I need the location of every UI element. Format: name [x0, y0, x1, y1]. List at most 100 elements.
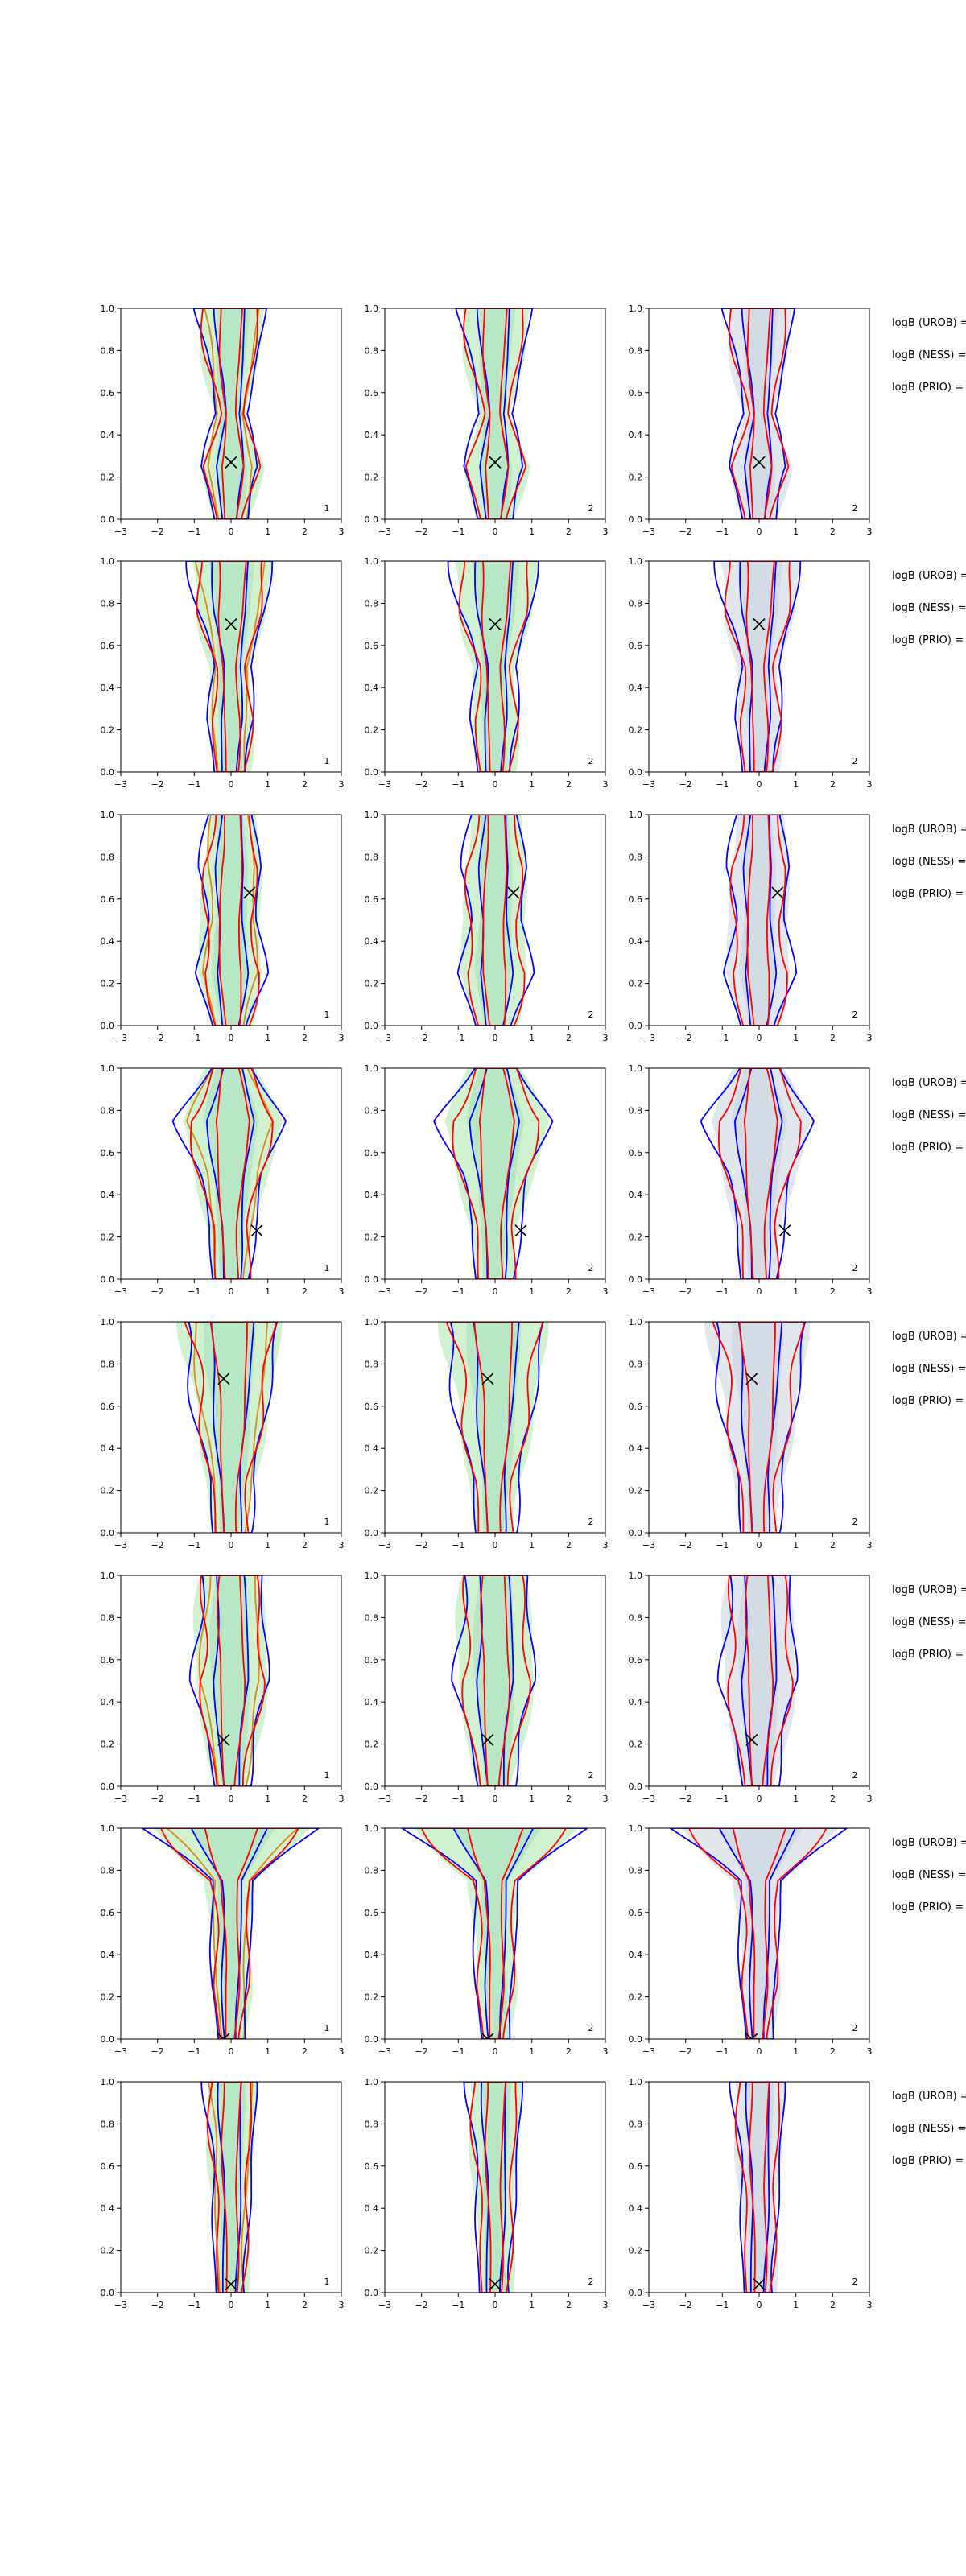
panel-r3-c3: −3 −2 −1 0 1 2 3 0.0 0.2 0.4 0.6 0.8 1.0 2: [629, 810, 873, 1043]
plot-area: [141, 1828, 320, 2039]
y-tick-label: 0.6: [365, 1402, 379, 1412]
plot-area: [194, 815, 270, 1026]
x-tick-label: 1: [265, 1033, 270, 1043]
panel-corner-label: 2: [852, 503, 858, 514]
x-tick-label: −3: [642, 779, 655, 790]
truth-marker: [753, 618, 766, 631]
y-tick-label: 0.2: [365, 1232, 379, 1243]
x-tick-label: 2: [566, 2046, 572, 2057]
panel-r1-c3: −3 −2 −1 0 1 2 3 0.0 0.2 0.4 0.6 0.8 1.0 2: [629, 303, 873, 537]
y-tick-label: 0.0: [629, 1781, 643, 1792]
y-tick-label: 0.6: [629, 1148, 643, 1158]
x-tick-label: −3: [378, 526, 391, 537]
y-tick-label: 1.0: [365, 1317, 379, 1327]
x-tick-label: 2: [302, 2300, 308, 2310]
panel-r1-c1: −3 −2 −1 0 1 2 3 0.0 0.2 0.4 0.6 0.8 1.0 1: [101, 303, 345, 537]
x-tick-label: 2: [566, 526, 572, 537]
y-tick-label: 0.0: [101, 1528, 115, 1538]
x-tick-label: 1: [529, 779, 535, 790]
side-label: logB (NESS) =: [892, 2123, 966, 2135]
contour-blue-outer: [194, 815, 270, 1026]
x-tick-label: −2: [679, 2046, 692, 2057]
x-tick-label: 0: [757, 1794, 762, 1804]
side-label: logB (UROB) =: [892, 1077, 966, 1089]
x-tick-label: −2: [151, 1794, 164, 1804]
x-tick-label: −1: [452, 779, 464, 790]
x-tick-label: −2: [151, 779, 164, 790]
y-tick-label: 0.4: [629, 430, 643, 440]
contour-red-outer: [458, 561, 529, 772]
y-tick-label: 0.2: [629, 473, 643, 483]
y-tick-label: 0.0: [629, 2288, 643, 2298]
panel-corner-label: 1: [324, 1263, 330, 1274]
x-tick-label: 0: [493, 1033, 498, 1043]
contour-red-outer: [734, 2082, 781, 2293]
x-tick-label: 2: [302, 1286, 308, 1297]
panel-corner-label: 2: [852, 1770, 858, 1781]
x-tick-label: −2: [415, 2046, 428, 2057]
contour-blue-inner: [476, 308, 510, 519]
y-tick-label: 1.0: [365, 303, 379, 314]
contour-red-inner: [749, 2082, 770, 2293]
x-tick-label: 0: [757, 779, 762, 790]
x-tick-label: −2: [415, 1286, 428, 1297]
contour-blue-outer: [171, 1068, 287, 1279]
y-tick-label: 0.2: [365, 725, 379, 736]
y-tick-label: 0.4: [629, 2203, 643, 2214]
x-tick-label: 0: [757, 1540, 762, 1550]
x-tick-label: −2: [415, 2300, 428, 2310]
y-tick-label: 0.0: [365, 1274, 379, 1285]
contour-red-outer: [728, 308, 790, 519]
y-tick-label: 0.6: [365, 894, 379, 905]
x-tick-label: −3: [114, 779, 127, 790]
y-tick-label: 1.0: [629, 1063, 643, 1074]
contour-red-inner: [217, 561, 247, 772]
y-tick-label: 0.6: [365, 1655, 379, 1666]
y-tick-label: 0.2: [101, 473, 115, 483]
y-tick-label: 0.0: [365, 514, 379, 525]
y-tick-label: 0.6: [365, 388, 379, 398]
side-label: logB (UROB) =: [892, 1584, 966, 1596]
panel-corner-label: 2: [852, 756, 858, 766]
truth-marker: [225, 618, 237, 631]
plot-area: [713, 561, 802, 772]
y-tick-label: 0.6: [629, 894, 643, 905]
y-tick-label: 0.2: [101, 1232, 115, 1243]
x-tick-label: 3: [867, 779, 873, 790]
y-tick-label: 0.8: [101, 1105, 115, 1116]
y-tick-label: 0.4: [629, 936, 643, 947]
x-tick-label: −3: [642, 2300, 655, 2310]
panel-corner-label: 2: [852, 2023, 858, 2033]
contour-red-inner: [218, 308, 245, 519]
panel-r4-c1: −3 −2 −1 0 1 2 3 0.0 0.2 0.4 0.6 0.8 1.0 1: [101, 1063, 345, 1297]
contour-red-inner: [480, 1575, 510, 1786]
contour-red-outer: [712, 1322, 806, 1533]
plot-area: [455, 308, 534, 519]
y-tick-label: 0.6: [365, 641, 379, 651]
contour-blue-outer: [200, 2082, 258, 2293]
y-tick-label: 0.8: [365, 345, 379, 356]
truth-marker: [507, 886, 520, 899]
x-tick-label: 1: [265, 1540, 270, 1550]
x-tick-label: −1: [188, 526, 200, 537]
panel-corner-label: 2: [852, 1009, 858, 1020]
x-tick-label: 1: [793, 779, 799, 790]
panel-r4-c2: −3 −2 −1 0 1 2 3 0.0 0.2 0.4 0.6 0.8 1.0 2: [365, 1063, 609, 1297]
x-tick-label: −3: [378, 779, 391, 790]
x-tick-label: −3: [378, 1286, 391, 1297]
x-tick-label: −2: [415, 1794, 428, 1804]
y-tick-label: 0.2: [365, 473, 379, 483]
x-tick-label: 0: [229, 1540, 234, 1550]
y-tick-label: 0.4: [365, 936, 379, 947]
x-tick-label: 2: [830, 1540, 836, 1550]
truth-marker: [225, 2277, 237, 2291]
x-tick-label: −1: [188, 2300, 200, 2310]
x-tick-label: 3: [603, 1286, 609, 1297]
x-tick-label: −1: [452, 526, 464, 537]
x-tick-label: 2: [566, 2300, 572, 2310]
y-tick-label: 0.4: [629, 1443, 643, 1454]
y-tick-label: 0.0: [365, 2034, 379, 2045]
plot-area: [700, 1068, 815, 1279]
x-tick-label: −2: [415, 1540, 428, 1550]
contour-blue-inner: [213, 308, 246, 519]
